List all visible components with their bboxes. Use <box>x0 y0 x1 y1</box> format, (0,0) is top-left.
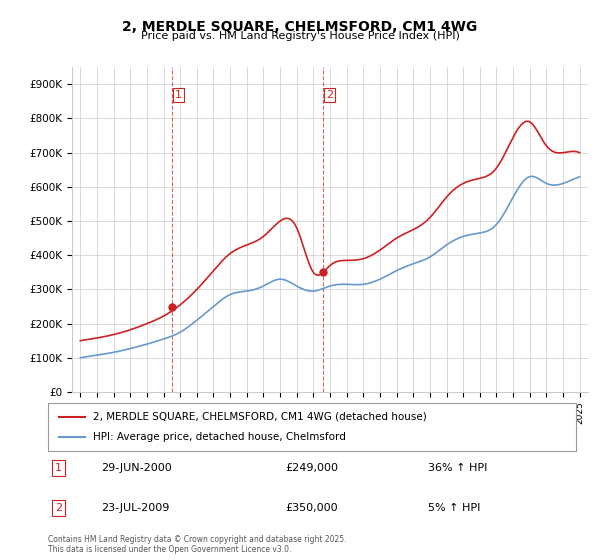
Text: 2, MERDLE SQUARE, CHELMSFORD, CM1 4WG (detached house): 2, MERDLE SQUARE, CHELMSFORD, CM1 4WG (d… <box>93 412 427 422</box>
Text: 29-JUN-2000: 29-JUN-2000 <box>101 463 172 473</box>
Text: £350,000: £350,000 <box>286 503 338 513</box>
Text: 2, MERDLE SQUARE, CHELMSFORD, CM1 4WG: 2, MERDLE SQUARE, CHELMSFORD, CM1 4WG <box>122 20 478 34</box>
FancyBboxPatch shape <box>48 403 576 451</box>
Text: 5% ↑ HPI: 5% ↑ HPI <box>428 503 481 513</box>
Text: HPI: Average price, detached house, Chelmsford: HPI: Average price, detached house, Chel… <box>93 432 346 442</box>
Text: Price paid vs. HM Land Registry's House Price Index (HPI): Price paid vs. HM Land Registry's House … <box>140 31 460 41</box>
Text: 2: 2 <box>326 90 333 100</box>
Text: 1: 1 <box>175 90 182 100</box>
Text: 36% ↑ HPI: 36% ↑ HPI <box>428 463 488 473</box>
Text: £249,000: £249,000 <box>286 463 338 473</box>
Text: 2: 2 <box>55 503 62 513</box>
Text: 1: 1 <box>55 463 62 473</box>
Text: 23-JUL-2009: 23-JUL-2009 <box>101 503 169 513</box>
Text: Contains HM Land Registry data © Crown copyright and database right 2025.
This d: Contains HM Land Registry data © Crown c… <box>48 535 347 554</box>
